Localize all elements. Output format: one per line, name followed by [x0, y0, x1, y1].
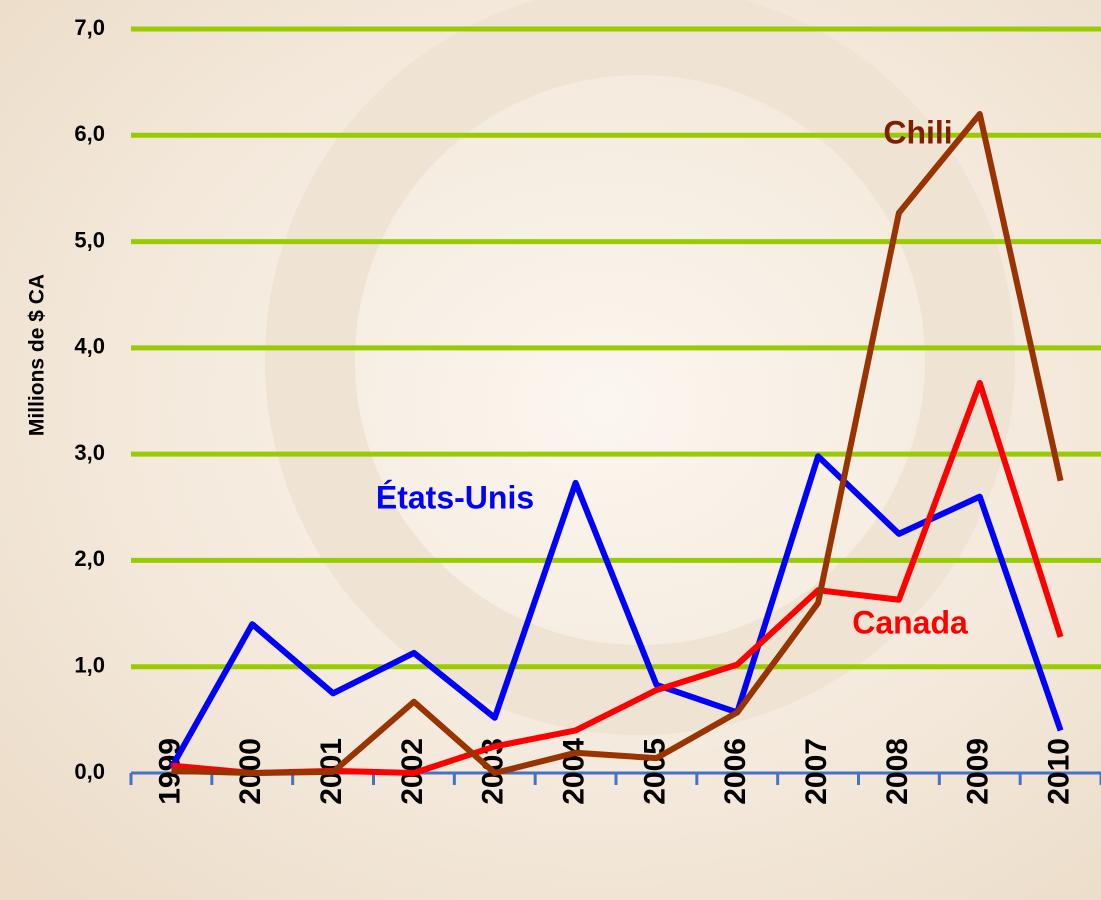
x-tick-label: 2004	[558, 738, 591, 805]
y-tick-label: 7,0	[74, 15, 105, 40]
series-label: Chili	[883, 114, 952, 150]
x-tick-label: 2007	[800, 738, 833, 805]
x-tick-label: 2005	[638, 738, 671, 805]
y-tick-label: 2,0	[74, 546, 105, 571]
y-tick-label: 6,0	[74, 121, 105, 146]
y-axis-label: Millions de $ CA	[26, 274, 49, 436]
series-line	[168, 453, 1064, 770]
y-tick-label: 1,0	[74, 653, 105, 678]
series-line	[171, 111, 1064, 776]
x-tick-label: 2009	[962, 738, 995, 805]
y-tick-label: 0,0	[74, 759, 105, 784]
y-tick-label: 5,0	[74, 227, 105, 252]
x-tick-label: 2006	[719, 738, 752, 805]
series-label: États-Unis	[376, 479, 534, 515]
series-label: Canada	[852, 604, 968, 640]
y-tick-label: 4,0	[74, 334, 105, 359]
y-tick-label: 3,0	[74, 440, 105, 465]
x-tick-label: 2008	[881, 738, 914, 805]
x-tick-label: 2010	[1043, 738, 1076, 805]
